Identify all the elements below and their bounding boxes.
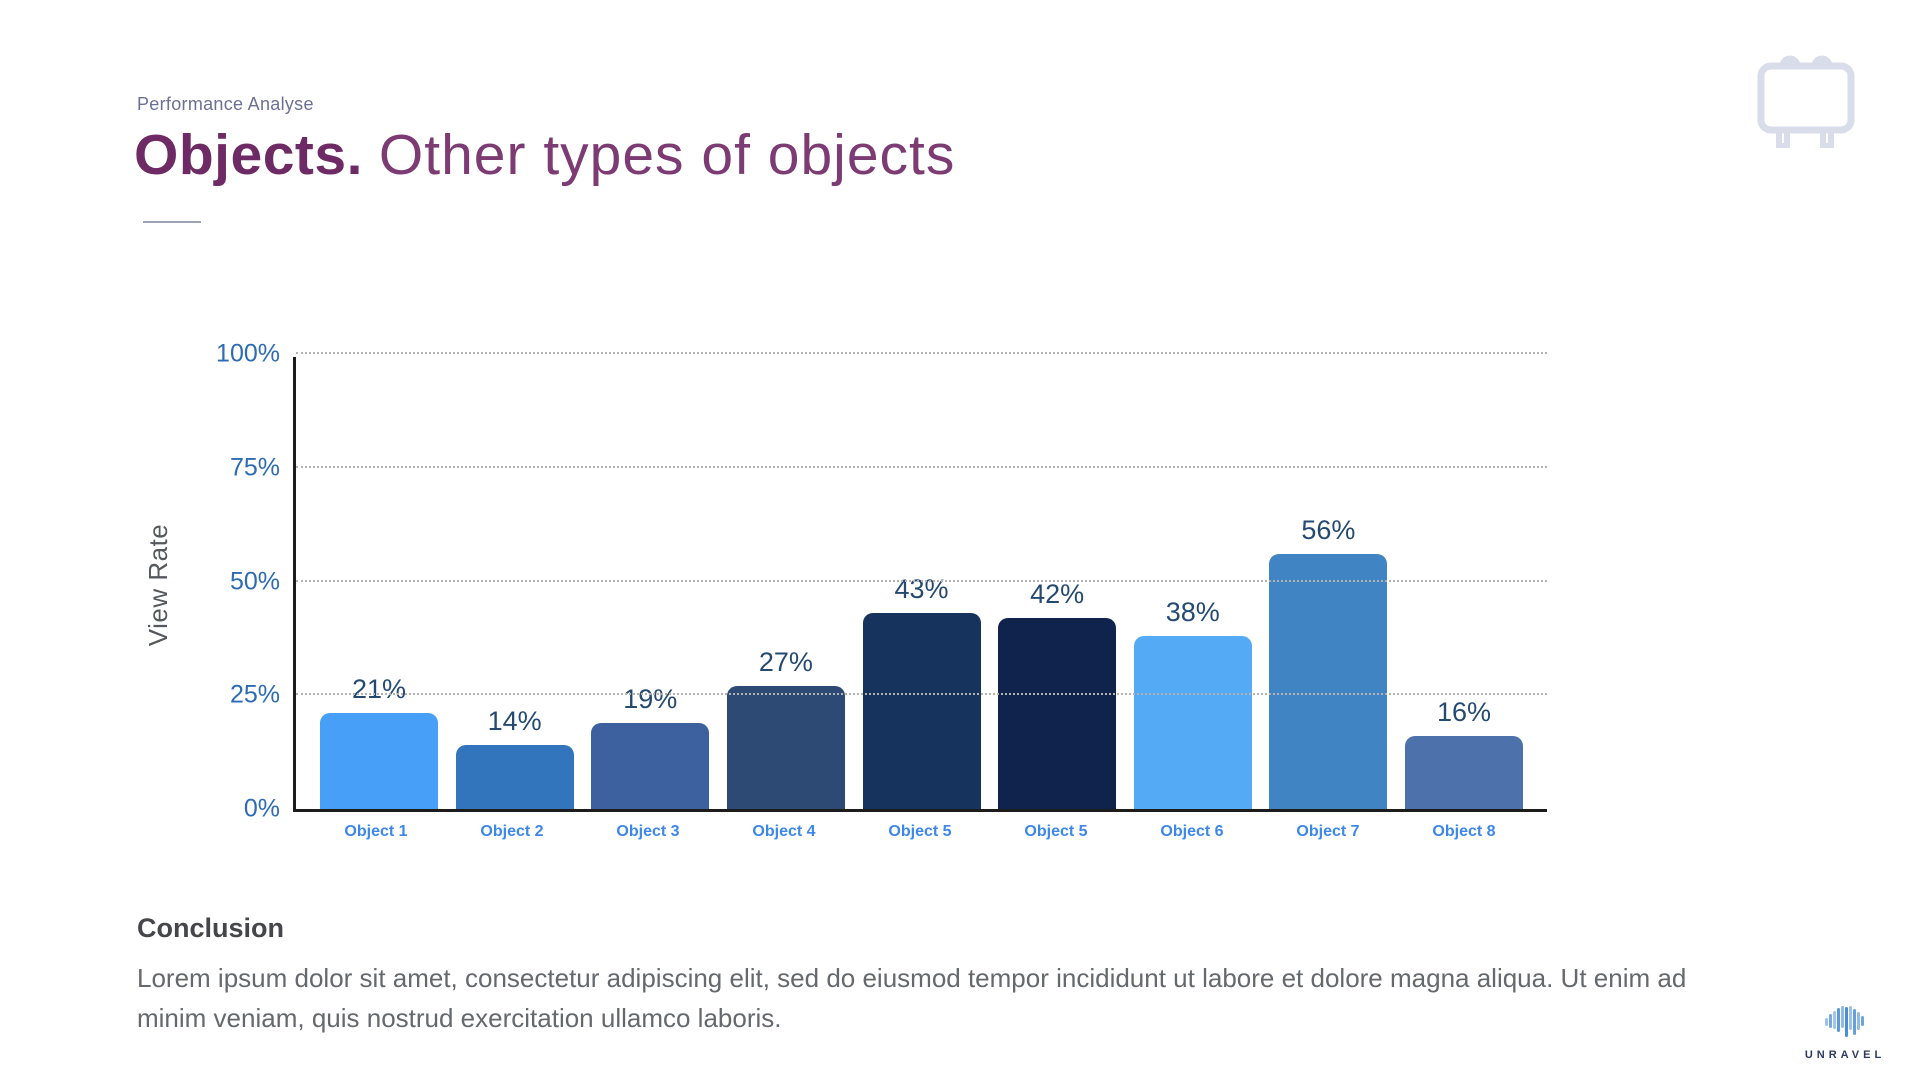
bar-slot-9: 16% — [1405, 697, 1523, 809]
bars-container: 21% 14% 19% 27% 43% 42% 38% 56% 16% — [296, 357, 1547, 809]
bar-slot-5: 43% — [862, 574, 981, 809]
eyebrow-label: Performance Analyse — [137, 94, 314, 114]
gridline-75 — [296, 465, 1547, 468]
bar — [1133, 636, 1252, 809]
x-axis-label-3: Object 3 — [616, 823, 680, 840]
x-axis-label-2: Object 2 — [480, 823, 544, 840]
x-axis-label-5: Object 5 — [888, 823, 952, 840]
bar-value-label: 14% — [487, 706, 542, 737]
bar-value-label: 27% — [758, 647, 813, 678]
bar — [726, 686, 845, 809]
logo-text: UNRAVEL — [1804, 1049, 1886, 1061]
bar — [1405, 736, 1523, 809]
bar — [862, 613, 981, 809]
x-axis-labels: Object 1 Object 2 Object 3 Object 4 Object 5… — [293, 823, 1547, 841]
bar-value-label: 56% — [1301, 515, 1356, 546]
x-axis-label-9: Object 8 — [1432, 823, 1496, 840]
y-tick-label-0: 0% — [243, 794, 280, 823]
page-title: Objects. Other types of objects — [134, 124, 955, 187]
conclusion-section: Conclusion Lorem ipsum dolor sit amet, c… — [137, 913, 1727, 1038]
y-tick-label-25: 25% — [229, 680, 280, 709]
x-axis-label-1: Object 1 — [344, 823, 408, 840]
x-axis-label-4: Object 4 — [752, 823, 816, 840]
bar-slot-8: 56% — [1269, 515, 1388, 809]
bar-value-label: 19% — [623, 683, 678, 714]
title-underline — [143, 221, 201, 223]
bar-slot-6: 42% — [998, 578, 1117, 809]
y-tick-label-50: 50% — [229, 567, 280, 595]
bar-slot-4: 27% — [726, 647, 845, 809]
y-tick-label-100: 100% — [216, 339, 280, 368]
bar-value-label: 42% — [1030, 578, 1085, 609]
conclusion-body: Lorem ipsum dolor sit amet, consectetur … — [137, 963, 1687, 1033]
bar-value-label: 21% — [351, 674, 407, 705]
gridline-100 — [296, 352, 1547, 354]
bar-value-label: 43% — [894, 574, 949, 605]
page-title-light: Other types of objects — [378, 123, 956, 187]
x-axis-label-7: Object 6 — [1160, 823, 1224, 840]
logo: UNRAVEL — [1803, 1004, 1887, 1061]
bar — [591, 722, 710, 809]
gridline-25 — [296, 693, 1547, 696]
x-axis-label-6: Object 5 — [1024, 823, 1088, 840]
bar-value-label: 38% — [1165, 597, 1220, 628]
y-tick-label-75: 75% — [229, 453, 280, 482]
bar — [998, 617, 1117, 809]
bar-chart: View Rate 21% 14% 19% 27% 43% 42% 38% 56% 16% 0%… — [143, 340, 1547, 840]
bar — [320, 713, 438, 809]
bar — [455, 745, 574, 809]
plot-area: 21% 14% 19% 27% 43% 42% 38% 56% 16% 0% 25% 50% 75% 1… — [216, 340, 1547, 823]
bar-value-label: 16% — [1436, 697, 1492, 728]
x-axis-label-8: Object 7 — [1296, 823, 1360, 840]
bar-slot-2: 14% — [455, 706, 574, 809]
bar — [1269, 554, 1388, 809]
whiteboard-icon — [1753, 52, 1857, 153]
bar-slot-1: 21% — [320, 674, 438, 809]
bar-slot-3: 19% — [591, 683, 710, 809]
conclusion-heading: Conclusion — [137, 913, 284, 943]
y-axis-title: View Rate — [143, 523, 173, 646]
unravel-brain-icon — [1825, 1006, 1864, 1037]
gridline-50 — [296, 579, 1547, 582]
page-title-bold: Objects. — [134, 123, 363, 187]
bar-slot-7: 38% — [1133, 597, 1252, 809]
